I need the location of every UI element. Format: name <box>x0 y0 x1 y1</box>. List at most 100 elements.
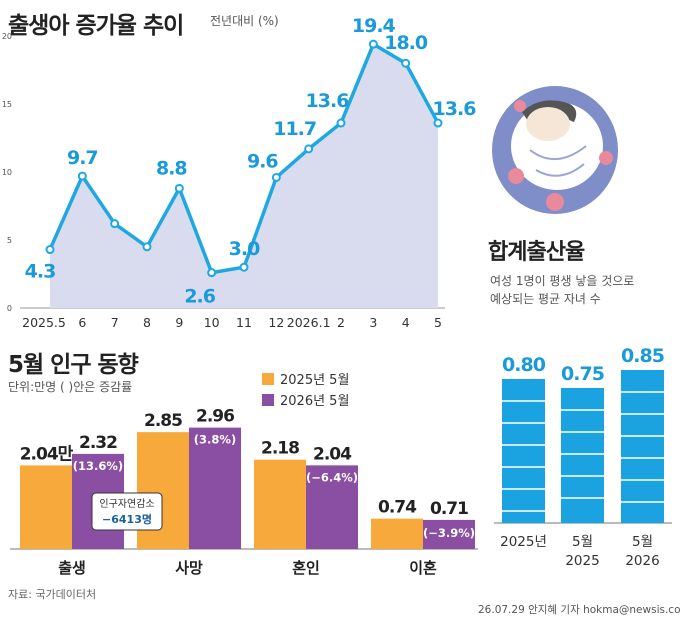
bar-rate-3: (−3.9%) <box>423 526 475 540</box>
bar-사망-2026 <box>189 427 241 549</box>
bar-이혼-2026 <box>423 519 475 549</box>
line-chart: 0 5 10 15 20 4.3 2025.5 9.7 6 7 8 8.8 92.6 10 3.0 11 9.6… <box>2 15 477 330</box>
legend-label-2025: 2025년 5월 <box>280 373 350 388</box>
data-label-1: 9.7 <box>67 147 98 169</box>
data-point-7 <box>271 172 281 182</box>
data-label-5: 2.6 <box>184 286 215 308</box>
x-tick-12: 5 <box>434 315 442 330</box>
y-tick-0: 0 <box>7 304 12 313</box>
line-chart-subtitle: 전년대비 (%) <box>210 14 279 28</box>
tfr-category-2-0: 5월 <box>632 534 653 550</box>
tfr-value-2: 0.85 <box>621 345 664 367</box>
x-tick-11: 4 <box>402 315 410 330</box>
x-tick-9: 2 <box>337 315 345 330</box>
legend-2025: 2025년 5월 <box>262 369 349 388</box>
pop-unit-note: 단위:만명 ( )안은 증감률 <box>8 380 133 394</box>
x-tick-2: 7 <box>111 315 119 330</box>
bar-value-1-1: 2.96 <box>196 407 234 427</box>
legend-swatch-2026 <box>262 394 274 406</box>
tfr-chart-title: 합계출산율 <box>488 240 585 265</box>
credit-line: 26.07.29 안지혜 기자 hokma@newsis.com <box>478 604 680 616</box>
data-point-10 <box>368 39 378 49</box>
bar-value-0-1: 2.32 <box>79 433 117 453</box>
bar-이혼-2025 <box>371 518 423 549</box>
data-point-11 <box>401 58 411 68</box>
callout-box <box>91 492 163 531</box>
data-label-7: 9.6 <box>247 150 278 172</box>
x-tick-5: 10 <box>204 315 220 330</box>
data-point-2 <box>110 219 120 229</box>
bar-혼인-2025 <box>254 459 306 549</box>
data-label-9: 13.6 <box>306 90 350 112</box>
pop-chart-title: 5월 인구 동향 <box>8 352 139 378</box>
baby-illustration <box>492 86 618 214</box>
y-tick-2: 10 <box>2 168 12 177</box>
bar-value-2-1: 2.04 <box>313 444 352 464</box>
x-tick-4: 9 <box>175 315 183 330</box>
data-point-5 <box>207 268 217 278</box>
bar-rate-1: (3.8%) <box>194 433 236 447</box>
data-point-0 <box>45 245 55 255</box>
data-label-11: 18.0 <box>384 32 428 54</box>
x-tick-7: 12 <box>268 315 284 330</box>
y-tick-4: 20 <box>2 32 12 41</box>
tfr-category-2-1: 2026 <box>625 553 659 569</box>
data-label-8: 11.7 <box>273 118 316 140</box>
data-label-4: 8.8 <box>156 157 187 179</box>
x-tick-0: 2025.5 <box>22 315 66 330</box>
bar-혼인-2026 <box>306 465 358 549</box>
category-label-0: 출생 <box>58 559 86 577</box>
category-label-3: 이혼 <box>409 559 437 577</box>
tfr-desc-line1: 여성 1명이 평생 낳을 것으로 <box>490 274 635 288</box>
tfr-category-0-0: 2025년 <box>500 534 547 550</box>
legend-swatch-2025 <box>262 373 274 385</box>
data-point-1 <box>77 171 87 181</box>
tfr-value-1: 0.75 <box>561 363 604 385</box>
bar-value-3-0: 0.74 <box>378 498 417 518</box>
data-label-12: 13.6 <box>433 98 477 120</box>
bar-rate-0: (13.6%) <box>73 459 123 473</box>
x-tick-6: 11 <box>236 315 252 330</box>
category-label-2: 혼인 <box>292 559 320 577</box>
bar-rate-2: (−6.4%) <box>306 470 358 484</box>
data-point-4 <box>174 183 184 193</box>
legend-label-2026: 2026년 5월 <box>280 394 350 409</box>
bar-value-3-1: 0.71 <box>430 499 468 519</box>
data-point-3 <box>142 242 152 252</box>
callout-line2: −6413명 <box>102 512 152 526</box>
data-point-12 <box>433 118 443 128</box>
legend-2026: 2026년 5월 <box>262 390 349 409</box>
x-tick-8: 2026.1 <box>287 315 331 330</box>
bar-value-2-0: 2.18 <box>261 439 299 459</box>
y-tick-1: 5 <box>7 236 12 245</box>
x-tick-1: 6 <box>78 315 86 330</box>
bar-사망-2025 <box>137 432 189 549</box>
tfr-bar-2 <box>621 370 664 523</box>
tfr-bar-0 <box>502 379 545 523</box>
tfr-value-0: 0.80 <box>502 354 546 376</box>
data-point-9 <box>336 118 346 128</box>
line-chart-title: 출생아 증가율 추이 <box>8 13 184 39</box>
tfr-category-1-0: 5월 <box>572 534 593 550</box>
x-tick-3: 8 <box>143 315 151 330</box>
data-label-0: 4.3 <box>25 261 56 283</box>
area-fill <box>50 44 438 308</box>
tfr-category-1-1: 2025 <box>565 553 599 569</box>
x-tick-10: 3 <box>369 315 377 330</box>
bar-value-0-0: 2.04만 <box>20 444 74 464</box>
data-point-8 <box>304 144 314 154</box>
data-label-10: 19.4 <box>352 15 396 37</box>
data-label-6: 3.0 <box>229 238 260 260</box>
callout-line1: 인구자연감소 <box>99 498 154 510</box>
y-tick-3: 15 <box>2 100 12 109</box>
category-label-1: 사망 <box>175 559 203 577</box>
tfr-desc-line2: 예상되는 평균 자녀 수 <box>490 292 601 306</box>
source-note: 자료: 국가데이터처 <box>8 588 97 601</box>
tfr-chart: 0.80 2025년 0.75 5월 2025 0.85 5월 2026 <box>494 345 672 569</box>
tfr-bar-1 <box>561 388 604 523</box>
data-point-6 <box>239 262 249 272</box>
bar-출생-2025 <box>20 465 72 549</box>
bar-value-1-0: 2.85 <box>144 411 182 431</box>
